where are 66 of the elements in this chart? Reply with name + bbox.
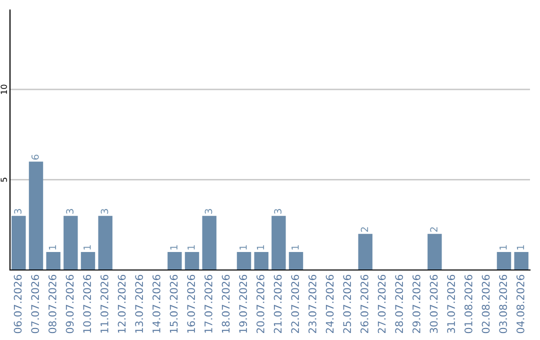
data-label: 1 <box>48 245 56 250</box>
bar <box>514 252 528 270</box>
x-tick-label: 26.07.2026 <box>360 274 368 334</box>
x-tick-label: 14.07.2026 <box>152 274 160 333</box>
bar <box>254 252 268 270</box>
x-tick-label: 21.07.2026 <box>274 274 282 334</box>
bar <box>64 216 78 270</box>
bar <box>272 216 286 270</box>
data-label: 1 <box>240 245 247 250</box>
x-tick-label: 19.07.2026 <box>239 274 248 333</box>
x-tick-label: 02.08.2026 <box>482 274 490 334</box>
x-tick-label: 17.07.2026 <box>204 274 212 333</box>
x-tick-label: 12.07.2026 <box>118 274 126 333</box>
data-label: 1 <box>170 245 178 250</box>
bar <box>98 216 112 270</box>
data-label: 3 <box>100 209 108 214</box>
x-tick-label: 28.07.2026 <box>395 274 404 334</box>
bar <box>236 252 252 270</box>
x-tick-label: 06.07.2026 <box>14 274 22 334</box>
x-tick-label: 03.08.2026 <box>499 274 508 334</box>
x-tick-label: 13.07.2026 <box>135 274 144 333</box>
x-tick-label: 18.07.2026 <box>222 274 230 333</box>
y-tick-label: 10 <box>0 84 7 94</box>
x-tick-label: 08.07.2026 <box>48 274 56 334</box>
data-label: 1 <box>188 245 195 250</box>
bar <box>496 252 512 270</box>
data-label: 1 <box>256 245 264 250</box>
data-label: 1 <box>292 245 299 250</box>
x-tick-label: 22.07.2026 <box>291 274 300 334</box>
bar <box>358 234 372 270</box>
x-tick-label: 25.07.2026 <box>343 274 352 334</box>
data-label: 3 <box>274 209 282 214</box>
x-tick-label: 16.07.2026 <box>187 274 196 333</box>
data-label: 1 <box>516 245 524 250</box>
x-tick-label: 04.08.2026 <box>516 274 524 334</box>
data-label: 2 <box>430 227 438 232</box>
bar <box>184 252 200 270</box>
bar <box>46 252 60 270</box>
x-tick-label: 30.07.2026 <box>430 274 438 334</box>
x-tick-label: 15.07.2026 <box>170 274 178 333</box>
bar <box>168 252 182 270</box>
x-tick-label: 10.07.2026 <box>83 274 92 333</box>
x-tick-label: 23.07.2026 <box>308 274 316 334</box>
x-tick-label: 29.07.2026 <box>412 274 420 334</box>
data-label: 6 <box>31 154 39 160</box>
data-label: 3 <box>14 209 22 214</box>
bar <box>428 234 442 270</box>
data-label: 3 <box>66 209 74 214</box>
bar <box>288 252 304 270</box>
x-tick-label: 07.07.2026 <box>31 274 40 334</box>
bar <box>12 216 26 270</box>
data-label: 1 <box>500 245 507 250</box>
bar <box>202 216 216 270</box>
x-tick-label: 11.07.2026 <box>100 274 108 333</box>
data-label: 1 <box>84 245 91 250</box>
data-label: 3 <box>204 209 212 214</box>
data-label: 2 <box>360 227 368 232</box>
bar <box>28 162 44 270</box>
y-tick-label: 5 <box>0 178 7 182</box>
x-tick-label: 27.07.2026 <box>378 274 386 334</box>
x-tick-label: 31.07.2026 <box>447 274 456 334</box>
bar <box>80 252 96 270</box>
x-tick-label: 24.07.2026 <box>326 274 334 334</box>
x-tick-label: 01.08.2026 <box>464 274 472 334</box>
x-tick-label: 09.07.2026 <box>66 274 74 334</box>
x-tick-label: 20.07.2026 <box>256 274 264 334</box>
